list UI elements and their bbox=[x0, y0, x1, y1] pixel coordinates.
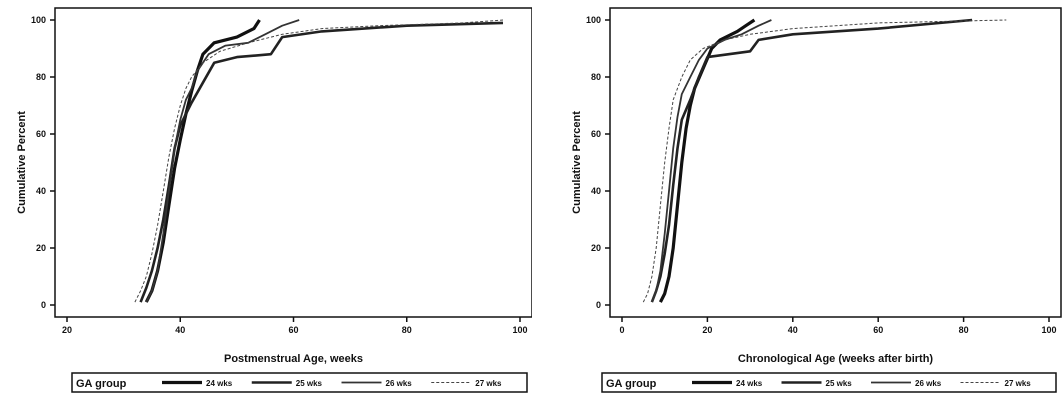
series-line-26-wks bbox=[651, 19, 772, 303]
legend-box bbox=[601, 372, 1057, 393]
x-tick-label: 80 bbox=[402, 325, 412, 335]
legend-label: 26 wks bbox=[915, 379, 942, 388]
series-line-26-wks bbox=[145, 19, 300, 303]
y-axis-title: Cumulative Percent bbox=[571, 111, 583, 214]
x-tick-label: 100 bbox=[512, 325, 527, 335]
y-axis-title: Cumulative Percent bbox=[16, 111, 28, 214]
plot-frame bbox=[54, 7, 532, 318]
y-tick-label: 40 bbox=[36, 186, 46, 196]
y-tick-label: 0 bbox=[596, 300, 601, 310]
x-tick-label: 100 bbox=[1041, 325, 1056, 335]
legend-label: 25 wks bbox=[826, 379, 853, 388]
x-tick-label: 60 bbox=[873, 325, 883, 335]
series-line-27-wks bbox=[134, 19, 504, 303]
series-line-25-wks bbox=[650, 18, 973, 303]
chart-panel-postmenstrual: 0 20 40 60 80 100 20 40 60 80 100 Postmenstrual Age… bbox=[16, 7, 532, 393]
x-tick-label: 20 bbox=[702, 325, 712, 335]
legend-label: 27 wks bbox=[475, 379, 502, 388]
legend-label: 26 wks bbox=[386, 379, 413, 388]
y-tick-label: 80 bbox=[36, 72, 46, 82]
x-tick-label: 40 bbox=[788, 325, 798, 335]
legend-box bbox=[71, 372, 528, 393]
chart-svg-chronological: 0 20 40 60 80 100 0 20 40 60 80 100 Chronological Ag… bbox=[571, 7, 1062, 393]
x-tick-label: 20 bbox=[62, 325, 72, 335]
legend-label: 27 wks bbox=[1005, 379, 1032, 388]
legend-title: GA group bbox=[606, 378, 657, 390]
chart-panel-chronological: 0 20 40 60 80 100 0 20 40 60 80 100 Chronological Ag… bbox=[532, 0, 1063, 400]
series-line-25-wks bbox=[139, 21, 504, 303]
y-tick-label: 20 bbox=[36, 243, 46, 253]
y-tick-label: 80 bbox=[591, 72, 601, 82]
x-tick-label: 60 bbox=[288, 325, 298, 335]
legend-label: 24 wks bbox=[206, 379, 233, 388]
plot-frame bbox=[609, 7, 1062, 318]
y-tick-label: 60 bbox=[36, 129, 46, 139]
x-tick-label: 0 bbox=[619, 325, 624, 335]
y-tick-label: 20 bbox=[591, 243, 601, 253]
legend-title: GA group bbox=[76, 378, 127, 390]
y-tick-label: 100 bbox=[586, 15, 601, 25]
x-tick-label: 40 bbox=[175, 325, 185, 335]
series-line-24-wks bbox=[658, 18, 756, 303]
y-tick-label: 0 bbox=[41, 300, 46, 310]
y-tick-label: 40 bbox=[591, 186, 601, 196]
x-axis-title: Chronological Age (weeks after birth) bbox=[738, 353, 934, 365]
y-tick-label: 100 bbox=[31, 15, 46, 25]
y-tick-label: 60 bbox=[591, 129, 601, 139]
series-line-27-wks bbox=[642, 19, 1007, 303]
legend-label: 25 wks bbox=[296, 379, 323, 388]
chart-svg-postmenstrual: 0 20 40 60 80 100 20 40 60 80 100 Postmenstrual Age… bbox=[16, 7, 532, 393]
x-tick-label: 80 bbox=[959, 325, 969, 335]
legend-label: 24 wks bbox=[736, 379, 763, 388]
x-axis-title: Postmenstrual Age, weeks bbox=[224, 353, 363, 365]
